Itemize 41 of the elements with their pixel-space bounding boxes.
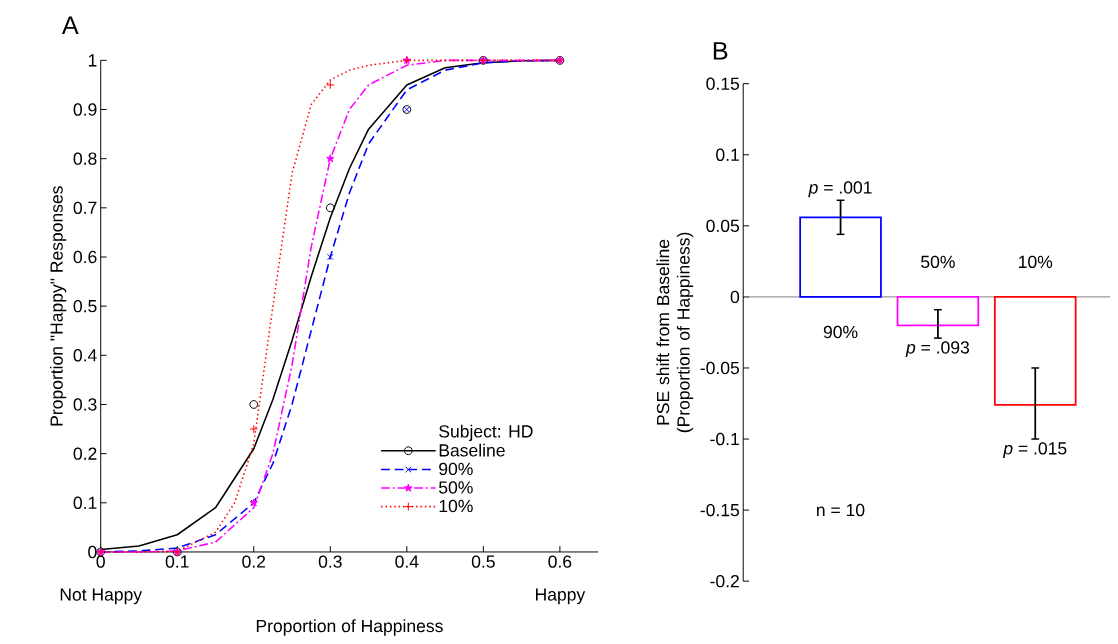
y-tick-label: 0 [730, 290, 740, 303]
annotation: p = .015 [1002, 441, 1067, 458]
y-tick-label: 0.4 [73, 348, 97, 362]
legend-label: 10% [439, 499, 473, 512]
y-axis-title: PSE shift from Baseline (Proportion of Happiness) [656, 232, 694, 432]
x-tick-label: 0.6 [548, 555, 572, 568]
chart-title: A [61, 16, 79, 34]
y-tick-label: 0.8 [73, 152, 97, 165]
y-tick-label: 0.2 [73, 447, 97, 460]
y-tick-label: 0 [88, 545, 97, 558]
legend-label: 90% [439, 462, 473, 475]
x-axis-title: Proportion of Happiness [256, 619, 443, 636]
annotation: p = .093 [905, 341, 970, 357]
y-tick-label: 0.5 [73, 299, 97, 313]
annotation: p = .001 [808, 181, 872, 197]
x-tick-label: 0.3 [318, 555, 342, 568]
legend-label: Baseline [439, 443, 505, 457]
y-tick-label: 0.1 [73, 496, 97, 509]
y-tick-label: -0.1 [710, 432, 739, 446]
x-tick-label: 0.4 [395, 555, 419, 568]
y-axis-title: Proportion "Happy" Responses [49, 185, 67, 426]
x-tick-label: 0 [96, 555, 105, 568]
chart-title: B [713, 41, 728, 60]
text: Happy [536, 588, 586, 604]
x-tick-label: 0.5 [471, 555, 495, 568]
annotation: n = 10 [817, 503, 865, 516]
legend-label: 50% [439, 481, 473, 494]
y-tick-label: 0.9 [73, 103, 97, 116]
legend-title: Subject: HD [439, 424, 533, 441]
y-tick-label: -0.15 [700, 503, 740, 517]
x-tick-label: 0.1 [165, 555, 189, 568]
y-tick-label: 0.7 [73, 201, 97, 214]
y-tick-label: 0.05 [706, 219, 740, 232]
x-tick-label: 0.2 [242, 555, 266, 568]
y-tick-label: 0.1 [716, 148, 739, 161]
y-tick-label: 1 [88, 54, 97, 67]
y-tick-label: -0.2 [710, 574, 739, 588]
y-tick-label: -0.05 [700, 361, 740, 374]
y-tick-label: 0.3 [73, 398, 97, 411]
text: Not Happy [60, 588, 143, 604]
y-tick-label: 0.15 [706, 77, 740, 90]
